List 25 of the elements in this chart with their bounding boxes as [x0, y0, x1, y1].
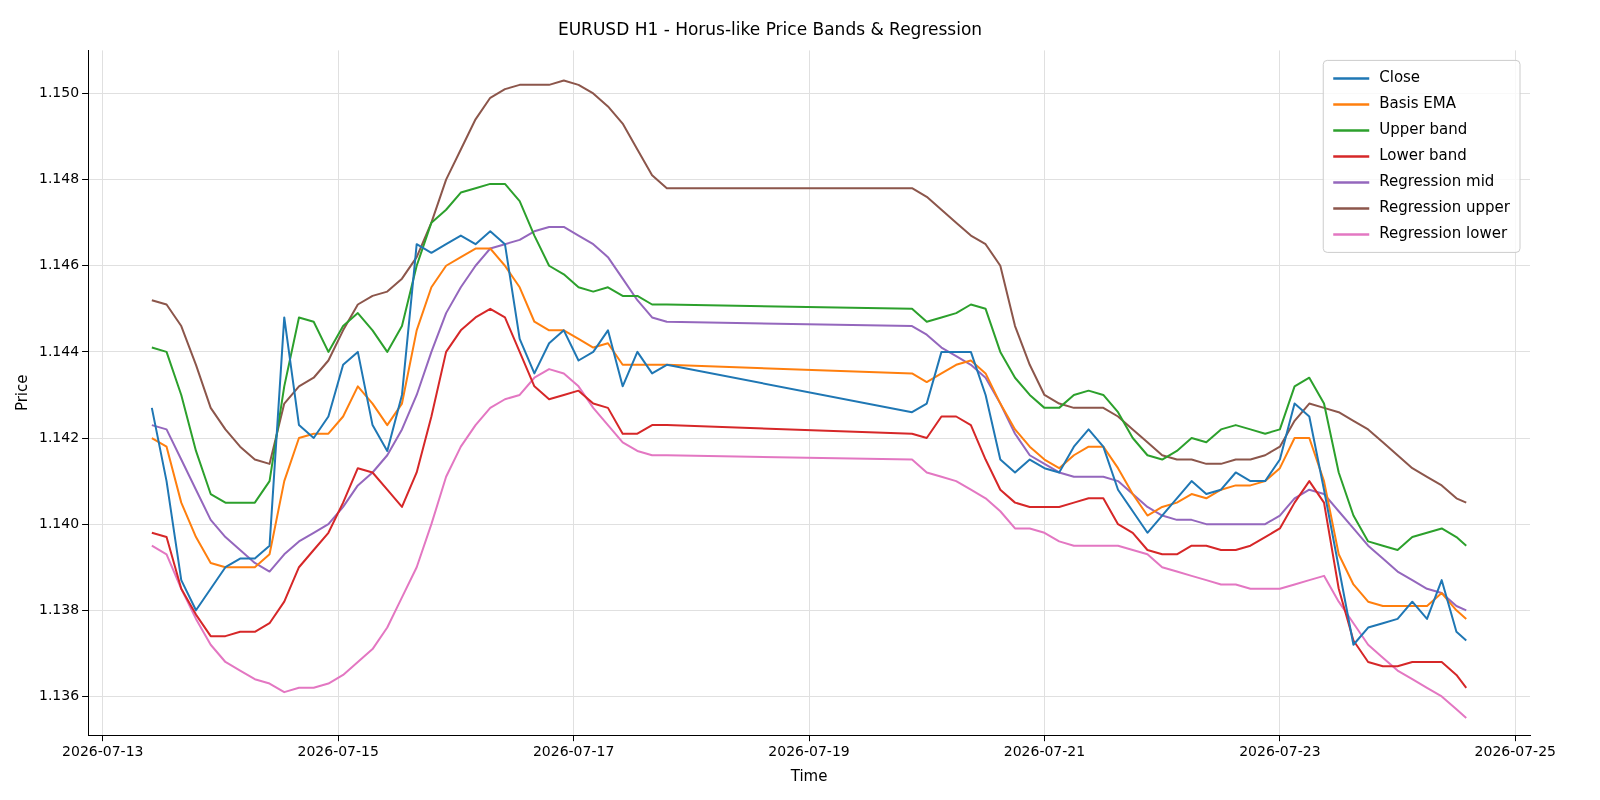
x-tick-label: 2026-07-13	[62, 743, 144, 760]
legend-label: Regression lower	[1379, 224, 1508, 243]
x-tick-label: 2026-07-15	[297, 743, 379, 760]
legend-label: Upper band	[1379, 120, 1468, 139]
y-tick-label: 1.142	[38, 428, 80, 445]
x-tick-label: 2026-07-23	[1239, 743, 1321, 760]
y-tick-label: 1.140	[38, 514, 80, 531]
x-axis-title: Time	[789, 766, 828, 785]
y-tick-label: 1.136	[38, 687, 80, 704]
y-tick-label: 1.144	[38, 342, 80, 359]
y-tick-label: 1.150	[38, 84, 80, 101]
y-tick-label: 1.146	[38, 256, 80, 273]
legend-label: Regression mid	[1379, 172, 1495, 191]
chart-title: EURUSD H1 - Horus-like Price Bands & Regression	[557, 18, 983, 39]
y-tick-label: 1.148	[38, 170, 80, 187]
legend-label: Regression upper	[1379, 198, 1511, 217]
legend-label: Close	[1379, 68, 1421, 87]
y-axis-title: Price	[12, 374, 31, 412]
x-tick-label: 2026-07-19	[768, 743, 850, 760]
x-tick-label: 2026-07-21	[1003, 743, 1086, 760]
x-tick-label: 2026-07-17	[532, 743, 615, 760]
x-tick-label: 2026-07-25	[1474, 743, 1556, 760]
y-tick-label: 1.138	[38, 600, 80, 617]
legend-label: Basis EMA	[1379, 94, 1457, 113]
legend-label: Lower band	[1379, 146, 1467, 165]
